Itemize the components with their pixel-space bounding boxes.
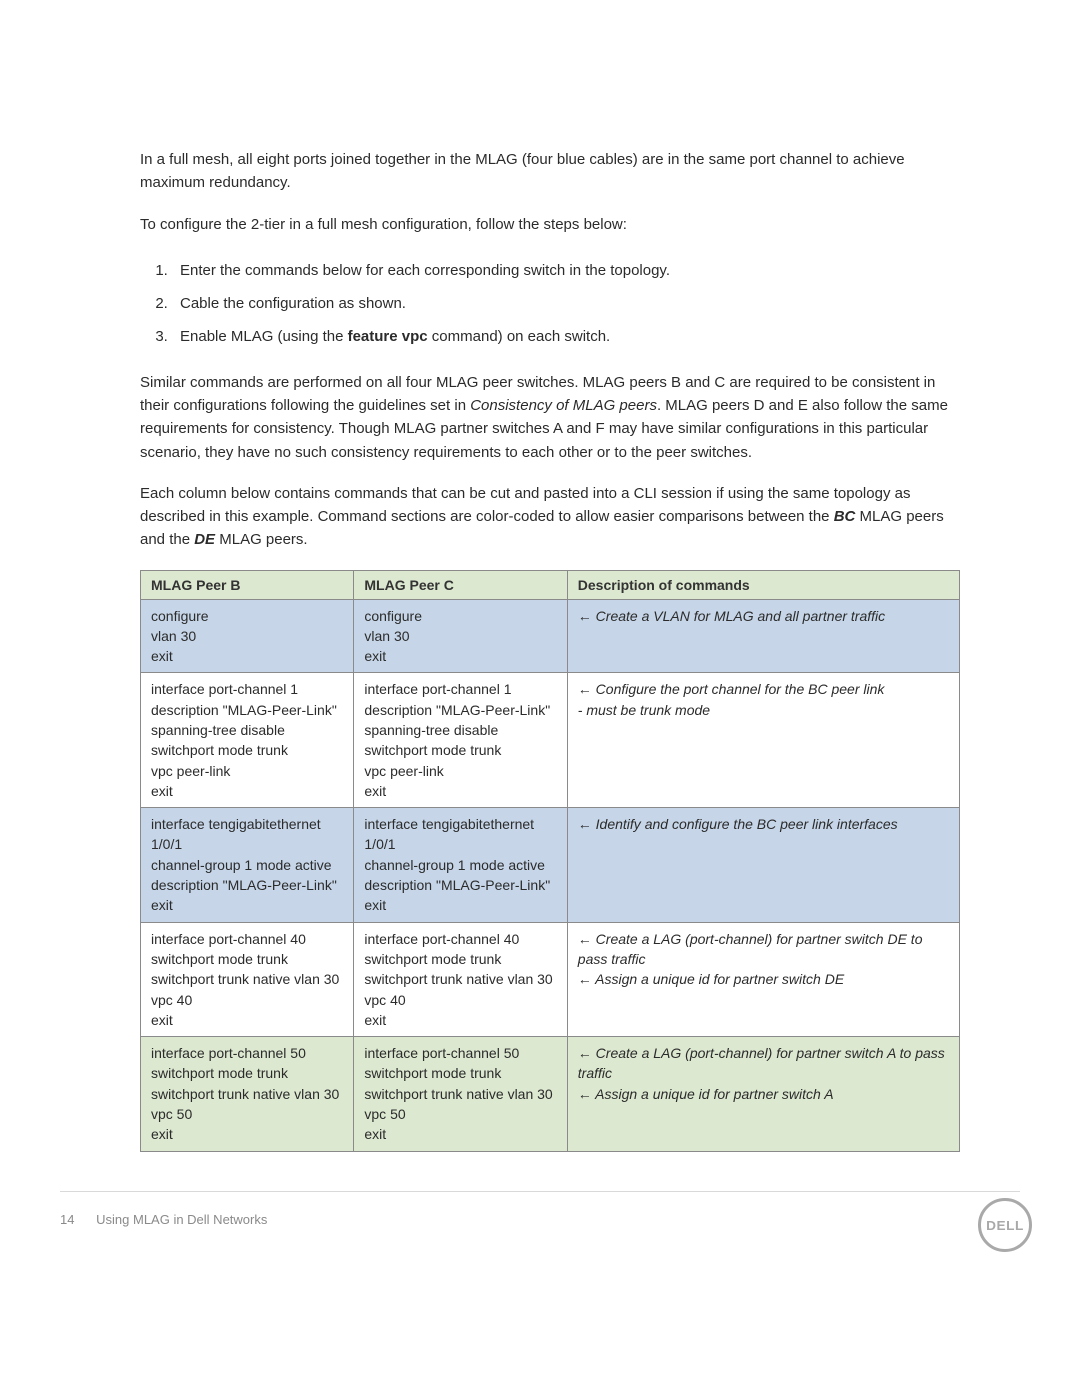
cell-peer-b: configure vlan 30 exit [141,599,354,673]
cell-peer-c: interface tengigabitethernet 1/0/1 chann… [354,808,567,922]
cell-peer-b: interface port-channel 50 switchport mod… [141,1037,354,1151]
step-2: Cable the configuration as shown. [172,287,960,320]
para-4e: MLAG peers. [215,531,308,548]
para-3b: Consistency of MLAG peers [470,397,657,414]
intro-para-2: To configure the 2-tier in a full mesh c… [140,213,960,236]
col-header-desc: Description of commands [567,570,959,599]
cell-peer-c: interface port-channel 40 switchport mod… [354,922,567,1036]
cell-peer-c: configure vlan 30 exit [354,599,567,673]
steps-list: Enter the commands below for each corres… [172,254,960,353]
table-row: configure vlan 30 exitconfigure vlan 30 … [141,599,960,673]
cell-desc: ← Create a LAG (port-channel) for partne… [567,922,959,1036]
cell-peer-b: interface port-channel 1 description "ML… [141,673,354,808]
table-header-row: MLAG Peer B MLAG Peer C Description of c… [141,570,960,599]
dell-logo: DELL [978,1198,1032,1252]
cell-desc: ← Create a VLAN for MLAG and all partner… [567,599,959,673]
col-header-b: MLAG Peer B [141,570,354,599]
footer-rule [60,1191,1020,1192]
cell-desc: ← Identify and configure the BC peer lin… [567,808,959,922]
step-3a: Enable MLAG (using the [180,328,348,345]
step-3c: command) on each switch. [428,328,611,345]
para-4d: DE [194,531,215,548]
cell-desc: ← Create a LAG (port-channel) for partne… [567,1037,959,1151]
footer-text: 14 Using MLAG in Dell Networks [60,1212,267,1227]
table-row: interface port-channel 40 switchport mod… [141,922,960,1036]
para-3: Similar commands are performed on all fo… [140,371,960,464]
cell-peer-b: interface tengigabitethernet 1/0/1 chann… [141,808,354,922]
step-3b: feature vpc [348,328,428,345]
para-4: Each column below contains commands that… [140,482,960,552]
table-row: interface port-channel 50 switchport mod… [141,1037,960,1151]
cell-peer-b: interface port-channel 40 switchport mod… [141,922,354,1036]
para-4b: BC [834,508,856,525]
commands-table: MLAG Peer B MLAG Peer C Description of c… [140,570,960,1152]
cell-desc: ← Configure the port channel for the BC … [567,673,959,808]
col-header-c: MLAG Peer C [354,570,567,599]
doc-title: Using MLAG in Dell Networks [96,1212,267,1227]
table-row: interface tengigabitethernet 1/0/1 chann… [141,808,960,922]
page-number: 14 [60,1212,74,1227]
intro-para-1: In a full mesh, all eight ports joined t… [140,148,960,195]
step-3: Enable MLAG (using the feature vpc comma… [172,320,960,353]
cell-peer-c: interface port-channel 50 switchport mod… [354,1037,567,1151]
step-1: Enter the commands below for each corres… [172,254,960,287]
cell-peer-c: interface port-channel 1 description "ML… [354,673,567,808]
para-4a: Each column below contains commands that… [140,485,910,525]
dell-logo-text: DELL [986,1218,1024,1233]
table-row: interface port-channel 1 description "ML… [141,673,960,808]
